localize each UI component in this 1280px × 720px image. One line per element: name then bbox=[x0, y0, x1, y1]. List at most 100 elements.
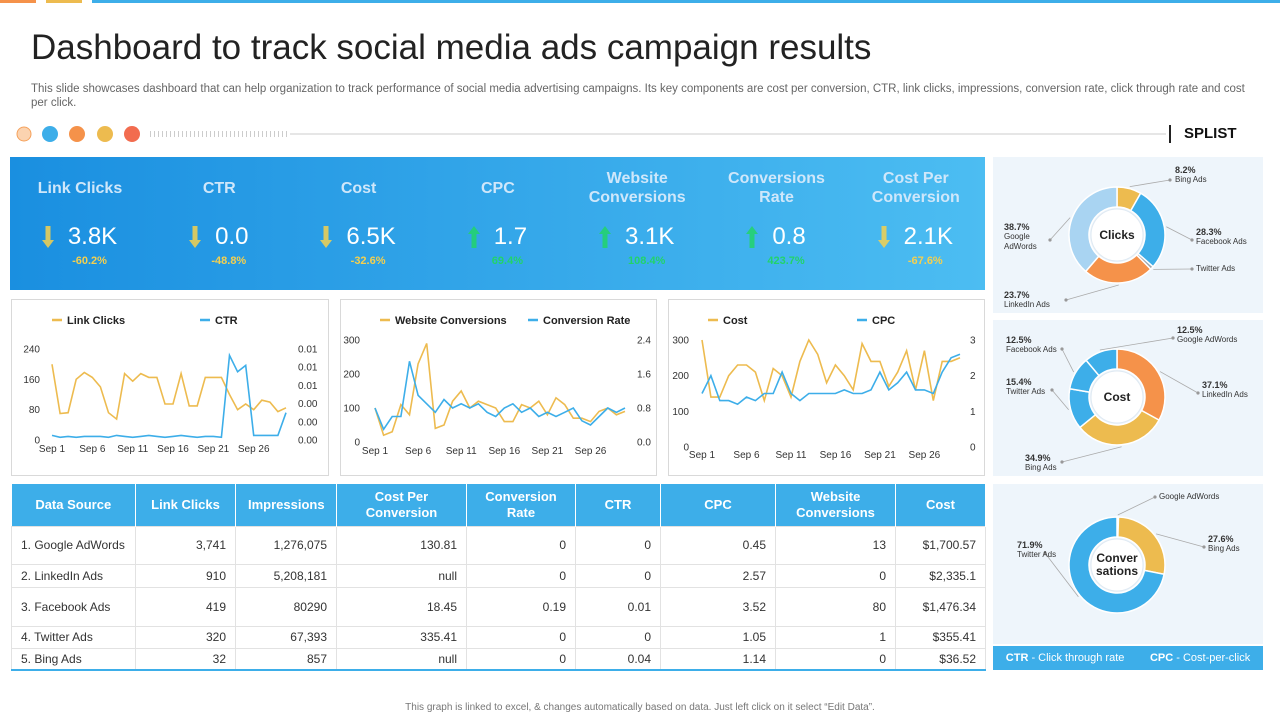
kpi-value-row: 3.1K bbox=[567, 222, 706, 252]
accent-bar bbox=[46, 0, 82, 3]
leader-dot bbox=[1171, 336, 1175, 340]
column-header: CPC bbox=[660, 484, 776, 526]
page-title: Dashboard to track social media ads camp… bbox=[31, 28, 872, 67]
legend-term: CPC bbox=[1149, 652, 1174, 664]
table-cell: 67,393 bbox=[235, 625, 337, 649]
kpi-value-row: 3.8K bbox=[10, 222, 149, 252]
donut-label: 37.1% LinkedIn Ads bbox=[1202, 380, 1248, 400]
leader-dot bbox=[1190, 267, 1194, 271]
y2-tick-label: 0.00 bbox=[298, 436, 318, 447]
arrow-shape bbox=[320, 226, 333, 248]
arrow-shape bbox=[746, 226, 759, 248]
table-cell: 2.57 bbox=[660, 563, 776, 588]
donut-label: Twitter Ads bbox=[1196, 264, 1235, 274]
donut-label: 15.4% Twitter Ads bbox=[1006, 377, 1045, 397]
line-chart: 0 80 160 240 0.00 0.00 0.00 0.01 0.01 0.01 Sep 1 Se… bbox=[23, 315, 318, 455]
table-cell: 0.45 bbox=[660, 525, 776, 565]
table-cell: 0 bbox=[775, 647, 896, 671]
column-header: Cost Per Conversion bbox=[336, 484, 467, 526]
chart-panel bbox=[340, 299, 657, 476]
leader-dot bbox=[1050, 388, 1054, 392]
table-cell: 80290 bbox=[235, 586, 337, 627]
legend-label: Cost bbox=[723, 315, 748, 327]
y-tick-label: 100 bbox=[343, 404, 360, 415]
leader-line bbox=[1129, 179, 1171, 188]
table-cell: 0.01 bbox=[575, 586, 661, 627]
leader-dot bbox=[1153, 495, 1157, 499]
icon-strip bbox=[16, 125, 1171, 143]
donut-label: 28.3% Facebook Ads bbox=[1196, 227, 1247, 247]
table-cell: $1,476.34 bbox=[895, 586, 986, 627]
y2-tick-label: 0.01 bbox=[298, 345, 318, 356]
kpi-arrow bbox=[599, 226, 611, 248]
kpi-label: Website Conversions bbox=[588, 170, 686, 206]
leader-dot bbox=[1043, 551, 1047, 555]
kpi-value-row: 0.8 bbox=[707, 222, 846, 252]
table-row: 3. Facebook Ads 419 80290 18.45 0.19 0.01 3.52… bbox=[11, 586, 986, 627]
column-header: Conversion Rate bbox=[466, 484, 576, 526]
legend-label: Conversion Rate bbox=[543, 315, 630, 327]
donut-label: 71.9% Twitter Ads bbox=[1017, 540, 1056, 560]
accent-bar bbox=[0, 0, 36, 3]
table-cell: 419 bbox=[135, 586, 236, 627]
column-header: Cost bbox=[895, 484, 986, 526]
x-tick-label: Sep 11 bbox=[775, 450, 806, 461]
donut-value-label: 8.2% bbox=[1175, 165, 1196, 175]
donut-value-label: 34.9% bbox=[1025, 453, 1051, 463]
y-tick-label: 240 bbox=[23, 345, 40, 356]
table-cell: 5. Bing Ads bbox=[11, 647, 136, 671]
y2-tick-label: 0.0 bbox=[637, 438, 651, 449]
emoji-icon bbox=[97, 126, 113, 142]
column-header: Link Clicks bbox=[135, 484, 236, 526]
y-tick-label: 200 bbox=[672, 371, 689, 382]
kpi-change: 423.7% bbox=[767, 255, 805, 267]
series-line bbox=[51, 352, 287, 439]
kpi-label: Link Clicks bbox=[37, 179, 123, 197]
donut-category-label: LinkedIn Ads bbox=[1202, 390, 1248, 399]
kpi-arrow bbox=[320, 226, 333, 248]
x-tick-label: Sep 21 bbox=[864, 450, 896, 461]
x-tick-label: Sep 26 bbox=[238, 444, 270, 455]
table-row: 1. Google AdWords 3,741 1,276,075 130.81 0 0 0… bbox=[11, 525, 986, 565]
kpi-change: 108.4% bbox=[628, 255, 666, 267]
x-tick-label: Sep 16 bbox=[488, 446, 520, 457]
donut-slice bbox=[1068, 516, 1165, 614]
leader-dot bbox=[1048, 238, 1052, 242]
kpi-value-row: 0.0 bbox=[149, 222, 288, 252]
y2-tick-label: 1.6 bbox=[637, 370, 651, 381]
table-cell: 0 bbox=[575, 625, 661, 649]
leader-line bbox=[1156, 533, 1205, 548]
x-tick-label: Sep 16 bbox=[157, 444, 189, 455]
donut-category-label: Google AdWords bbox=[1004, 232, 1037, 251]
table-cell: null bbox=[336, 647, 467, 671]
y-tick-label: 100 bbox=[672, 407, 689, 418]
legend-term: CTR bbox=[1005, 652, 1029, 664]
kpi-value-row: 1.7 bbox=[428, 222, 567, 252]
series-line bbox=[374, 343, 626, 437]
leader-dot bbox=[1064, 298, 1068, 302]
y-tick-label: 300 bbox=[672, 336, 689, 347]
leader-line bbox=[1061, 348, 1075, 373]
y2-tick-label: 0.00 bbox=[298, 399, 318, 410]
kpi-panel bbox=[10, 157, 985, 290]
donut-center bbox=[1090, 370, 1144, 424]
donut-category-label: Google AdWords bbox=[1159, 492, 1220, 501]
legend-text: - Click through rate bbox=[1031, 652, 1125, 664]
line-chart: 0 100 200 300 0 1 2 3 Sep 1 Sep 6 Sep 11 Sep 16 Sep … bbox=[672, 315, 976, 461]
donut-category-label: Facebook Ads bbox=[1196, 237, 1247, 246]
kpi-arrow bbox=[467, 226, 480, 248]
donut-category-label: Bing Ads bbox=[1175, 175, 1207, 184]
table-cell: 1,276,075 bbox=[235, 525, 337, 565]
header-row: Data Source Link Clicks Impressions Cost Pe… bbox=[11, 484, 986, 526]
kpi-change: -48.8% bbox=[211, 255, 247, 267]
legend-label: CPC bbox=[872, 315, 895, 327]
table-cell: 320 bbox=[135, 625, 236, 649]
line-chart: 0 100 200 300 0.0 0.8 1.6 2.4 Sep 1 Sep 6 Sep 11 Se… bbox=[343, 315, 651, 457]
donut-category-label: LinkedIn Ads bbox=[1004, 300, 1050, 309]
y2-tick-label: 0.00 bbox=[298, 417, 318, 428]
donut-chart bbox=[1043, 495, 1206, 614]
leader-dot bbox=[1196, 391, 1200, 395]
y2-tick-label: 0.01 bbox=[298, 381, 318, 392]
table-cell: 0 bbox=[466, 625, 576, 649]
